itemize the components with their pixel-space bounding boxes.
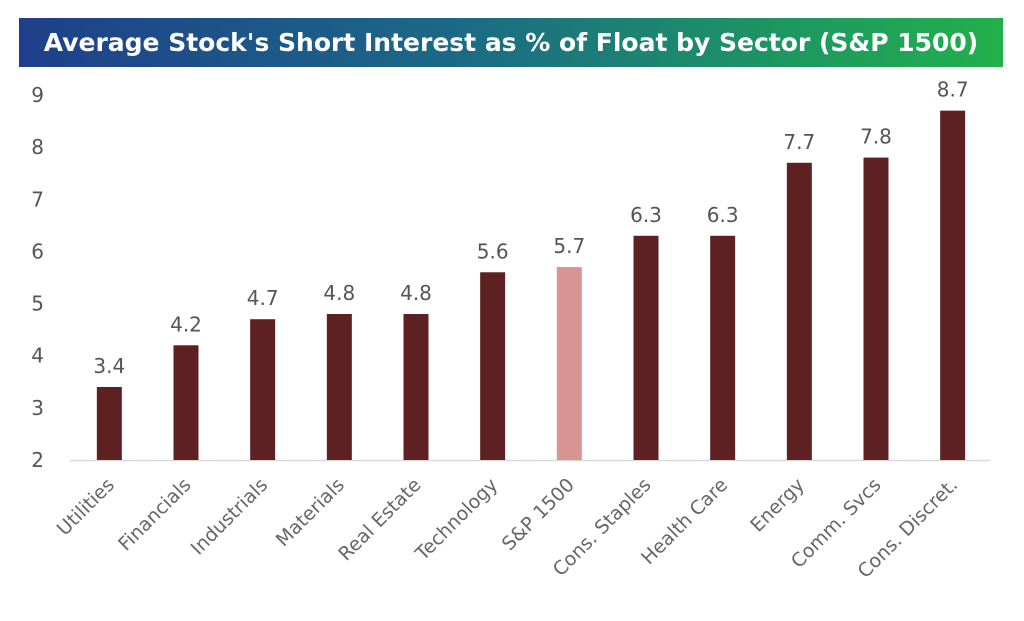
bar — [710, 235, 736, 460]
x-tick-label: S&P 1500 — [498, 474, 579, 555]
y-tick-label: 6 — [31, 239, 44, 263]
x-tick-label: Financials — [114, 474, 195, 555]
x-tick-label: Materials — [272, 474, 349, 551]
bar — [480, 272, 506, 460]
bar — [250, 319, 276, 460]
y-tick-label: 7 — [31, 187, 44, 211]
x-tick-label: Industrials — [187, 474, 273, 560]
bar — [786, 162, 812, 461]
data-labels: 3.4 4.2 4.7 4.8 4.8 5.6 5.7 6.3 6.3 7.7 7.8 8.7 — [93, 78, 968, 378]
bar — [326, 314, 352, 460]
bar — [403, 314, 429, 460]
chart-title-bar: Average Stock's Short Interest as % of F… — [19, 18, 1003, 67]
data-label: 4.8 — [400, 281, 432, 305]
y-tick-label: 2 — [31, 448, 44, 472]
bar — [940, 110, 966, 461]
chart-title: Average Stock's Short Interest as % of F… — [43, 28, 979, 57]
data-label: 5.6 — [477, 239, 509, 263]
bars — [96, 110, 966, 461]
y-axis-ticks: 2 3 4 5 6 7 8 9 — [31, 83, 44, 472]
data-label: 3.4 — [93, 354, 125, 378]
y-tick-label: 3 — [31, 396, 44, 420]
data-label: 7.8 — [860, 125, 892, 149]
bar — [863, 157, 889, 461]
bar — [556, 267, 582, 460]
y-tick-label: 4 — [31, 344, 44, 368]
y-tick-label: 8 — [31, 135, 44, 159]
data-label: 8.7 — [937, 78, 969, 102]
bar — [173, 345, 199, 460]
data-label: 6.3 — [707, 203, 739, 227]
data-label: 4.2 — [170, 312, 202, 336]
data-label: 4.7 — [247, 286, 279, 310]
data-label: 7.7 — [783, 130, 815, 154]
data-label: 5.7 — [553, 234, 585, 258]
y-tick-label: 5 — [31, 292, 44, 316]
x-tick-label: Real Estate — [334, 474, 425, 565]
data-label: 4.8 — [323, 281, 355, 305]
x-tick-label: Technology — [411, 474, 503, 566]
bar — [633, 235, 659, 460]
bar — [96, 387, 122, 460]
x-tick-label: Utilities — [53, 474, 119, 540]
x-tick-label: Energy — [746, 474, 809, 537]
data-label: 6.3 — [630, 203, 662, 227]
y-tick-label: 9 — [31, 83, 44, 107]
